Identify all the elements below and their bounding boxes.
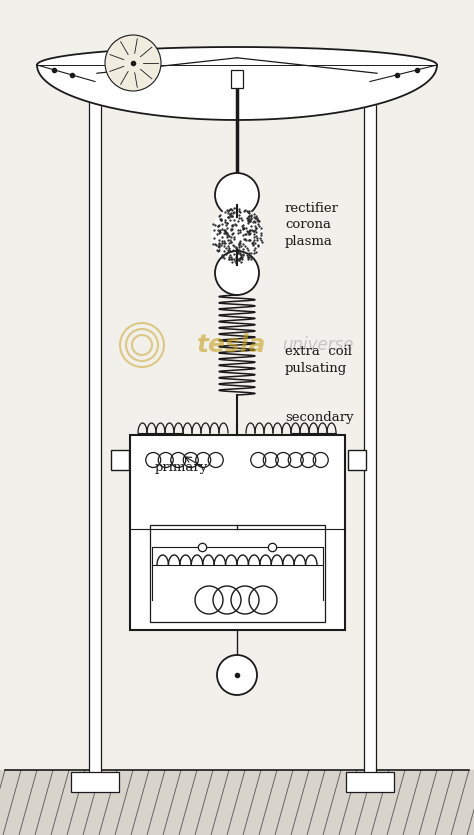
Bar <box>71 772 119 792</box>
Circle shape <box>217 655 257 695</box>
Text: primary: primary <box>155 460 208 473</box>
Bar <box>89 60 101 775</box>
Circle shape <box>215 251 259 295</box>
Bar <box>130 435 345 630</box>
Circle shape <box>105 35 161 91</box>
Text: rectifier
corona
plasma: rectifier corona plasma <box>285 201 339 249</box>
Bar <box>348 450 366 470</box>
Polygon shape <box>37 47 437 120</box>
Circle shape <box>215 173 259 217</box>
Bar <box>111 450 129 470</box>
Bar <box>150 525 325 622</box>
Text: extra  coil
pulsating: extra coil pulsating <box>285 345 352 375</box>
Ellipse shape <box>211 207 263 263</box>
Text: tesla: tesla <box>197 333 266 357</box>
Bar <box>231 70 243 88</box>
Bar <box>364 60 376 775</box>
Text: universe: universe <box>282 336 354 354</box>
Text: secondary: secondary <box>285 411 354 423</box>
Bar <box>346 772 394 792</box>
